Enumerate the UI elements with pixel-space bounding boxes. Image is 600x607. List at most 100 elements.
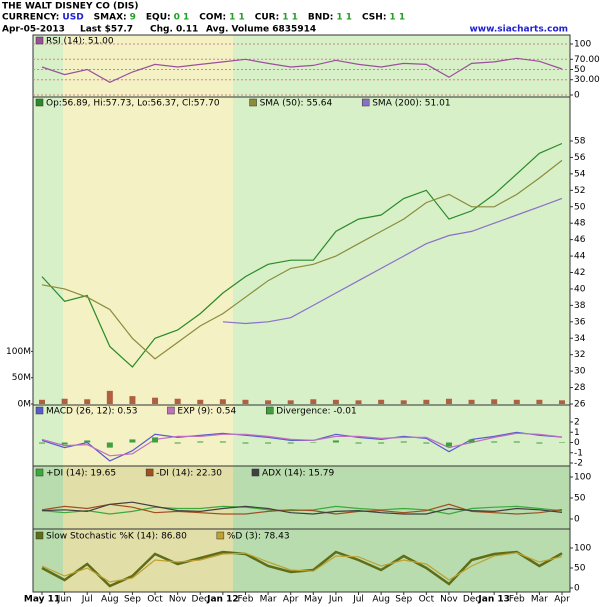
x-tick-label: Jan 12: [206, 595, 239, 605]
y-tick-label: 2: [574, 418, 580, 428]
legend-swatch: [35, 36, 44, 45]
y-tick-label: 52: [574, 186, 585, 196]
bar: [242, 399, 249, 404]
legend-swatch: [35, 531, 44, 540]
bar: [513, 399, 520, 404]
x-tick-label: Sep: [395, 595, 412, 605]
background-zone: [33, 466, 63, 529]
legend-label: RSI (14): 51.00: [46, 37, 114, 47]
series-line: [41, 159, 563, 360]
field-label: SMAX:: [94, 13, 127, 23]
y-tick-label: 34: [574, 334, 586, 344]
y-tick-label: 48: [574, 219, 586, 229]
bar: [287, 442, 294, 444]
date: Apr-05-2013: [2, 25, 65, 35]
bar: [174, 398, 181, 404]
bar: [39, 442, 45, 444]
legend-label: SMA (200): 51.01: [372, 99, 450, 109]
bar: [219, 399, 226, 404]
bar: [332, 399, 339, 404]
bar: [197, 399, 204, 404]
field-value: 1 1: [336, 13, 352, 23]
y-tick-label: 54: [574, 169, 586, 179]
series-line: [41, 503, 563, 515]
x-tick-label: Jul: [352, 595, 364, 605]
bar: [242, 442, 249, 444]
y-tick-label: 100: [574, 40, 591, 50]
bar: [61, 442, 68, 445]
legend-swatch: [266, 406, 274, 415]
background-zone: [33, 405, 63, 466]
background-zone: [233, 35, 570, 97]
bar: [106, 390, 113, 404]
y-tick-label: 50: [574, 564, 586, 574]
legend-label: +DI (14): 19.65: [46, 469, 116, 479]
y2-tick-label: 50M: [12, 373, 31, 383]
bar: [174, 442, 181, 444]
bar: [536, 399, 543, 404]
x-tick-label: Aug: [101, 595, 119, 605]
field-value: 1 1: [282, 13, 298, 23]
y-tick-label: 46: [574, 235, 586, 245]
field-label: CUR:: [255, 13, 279, 23]
bar: [559, 400, 565, 404]
bar: [265, 400, 272, 404]
y-tick-label: 0: [574, 515, 580, 525]
y-tick-label: 50: [574, 65, 586, 75]
legend-swatch: [145, 468, 154, 477]
field-value: 0 1: [174, 13, 190, 23]
field-value: USD: [62, 13, 83, 23]
bar: [129, 439, 136, 443]
bar: [491, 441, 498, 443]
bar: [152, 397, 159, 404]
bar: [423, 442, 430, 444]
background-zone: [33, 35, 63, 97]
avg-volume: Avg. Volume 6835914: [206, 25, 316, 35]
url[interactable]: www.siacharts.com: [469, 25, 568, 35]
bar: [332, 440, 339, 443]
change: Chg. 0.11: [150, 25, 198, 35]
legend-label: -DI (14): 22.30: [156, 469, 222, 479]
x-tick-label: Oct: [147, 595, 163, 605]
bar: [106, 442, 113, 448]
bar: [468, 439, 475, 443]
y-tick-label: 28: [574, 383, 586, 393]
x-tick-label: Oct: [419, 595, 435, 605]
y-tick-label: 100: [574, 473, 591, 483]
y2-tick-label: 100M: [6, 347, 31, 357]
series-line: [41, 552, 563, 583]
legend-label: %D (3): 78.43: [227, 532, 290, 542]
x-tick-label: Mar: [260, 595, 277, 605]
field-label: CURRENCY:: [2, 13, 59, 23]
field-label: EQU:: [146, 13, 171, 23]
x-tick-label: Jul: [81, 595, 93, 605]
y-tick-label: 50: [574, 494, 586, 504]
bar: [378, 442, 385, 444]
background-zone: [33, 97, 63, 405]
bar: [536, 442, 543, 444]
legend-label: MACD (26, 12): 0.53: [46, 407, 137, 417]
legend-label: EXP (9): 0.54: [177, 407, 236, 417]
field-label: BND:: [308, 13, 333, 23]
legend-swatch: [167, 406, 175, 415]
legend-label: ADX (14): 15.79: [262, 469, 335, 479]
x-tick-label: Sep: [124, 595, 141, 605]
bar: [197, 441, 204, 443]
y-tick-label: 26: [574, 400, 586, 410]
y-tick-label: 0: [574, 584, 580, 594]
y-tick-label: 30: [574, 367, 586, 377]
y-tick-label: 1: [574, 428, 580, 438]
x-tick-label: Jun: [328, 595, 343, 605]
bar: [445, 398, 452, 404]
y-tick-label: 32: [574, 350, 585, 360]
series-line: [41, 142, 563, 368]
bar: [61, 398, 68, 404]
bar: [513, 441, 520, 443]
y-tick-label: 42: [574, 268, 585, 278]
x-tick-label: May 11: [24, 595, 60, 605]
bar: [355, 442, 362, 444]
background-zone: [233, 466, 570, 529]
y-tick-label: 50: [574, 202, 586, 212]
last: Last $57.7: [80, 25, 133, 35]
legend-label: SMA (50): 55.64: [260, 99, 333, 109]
